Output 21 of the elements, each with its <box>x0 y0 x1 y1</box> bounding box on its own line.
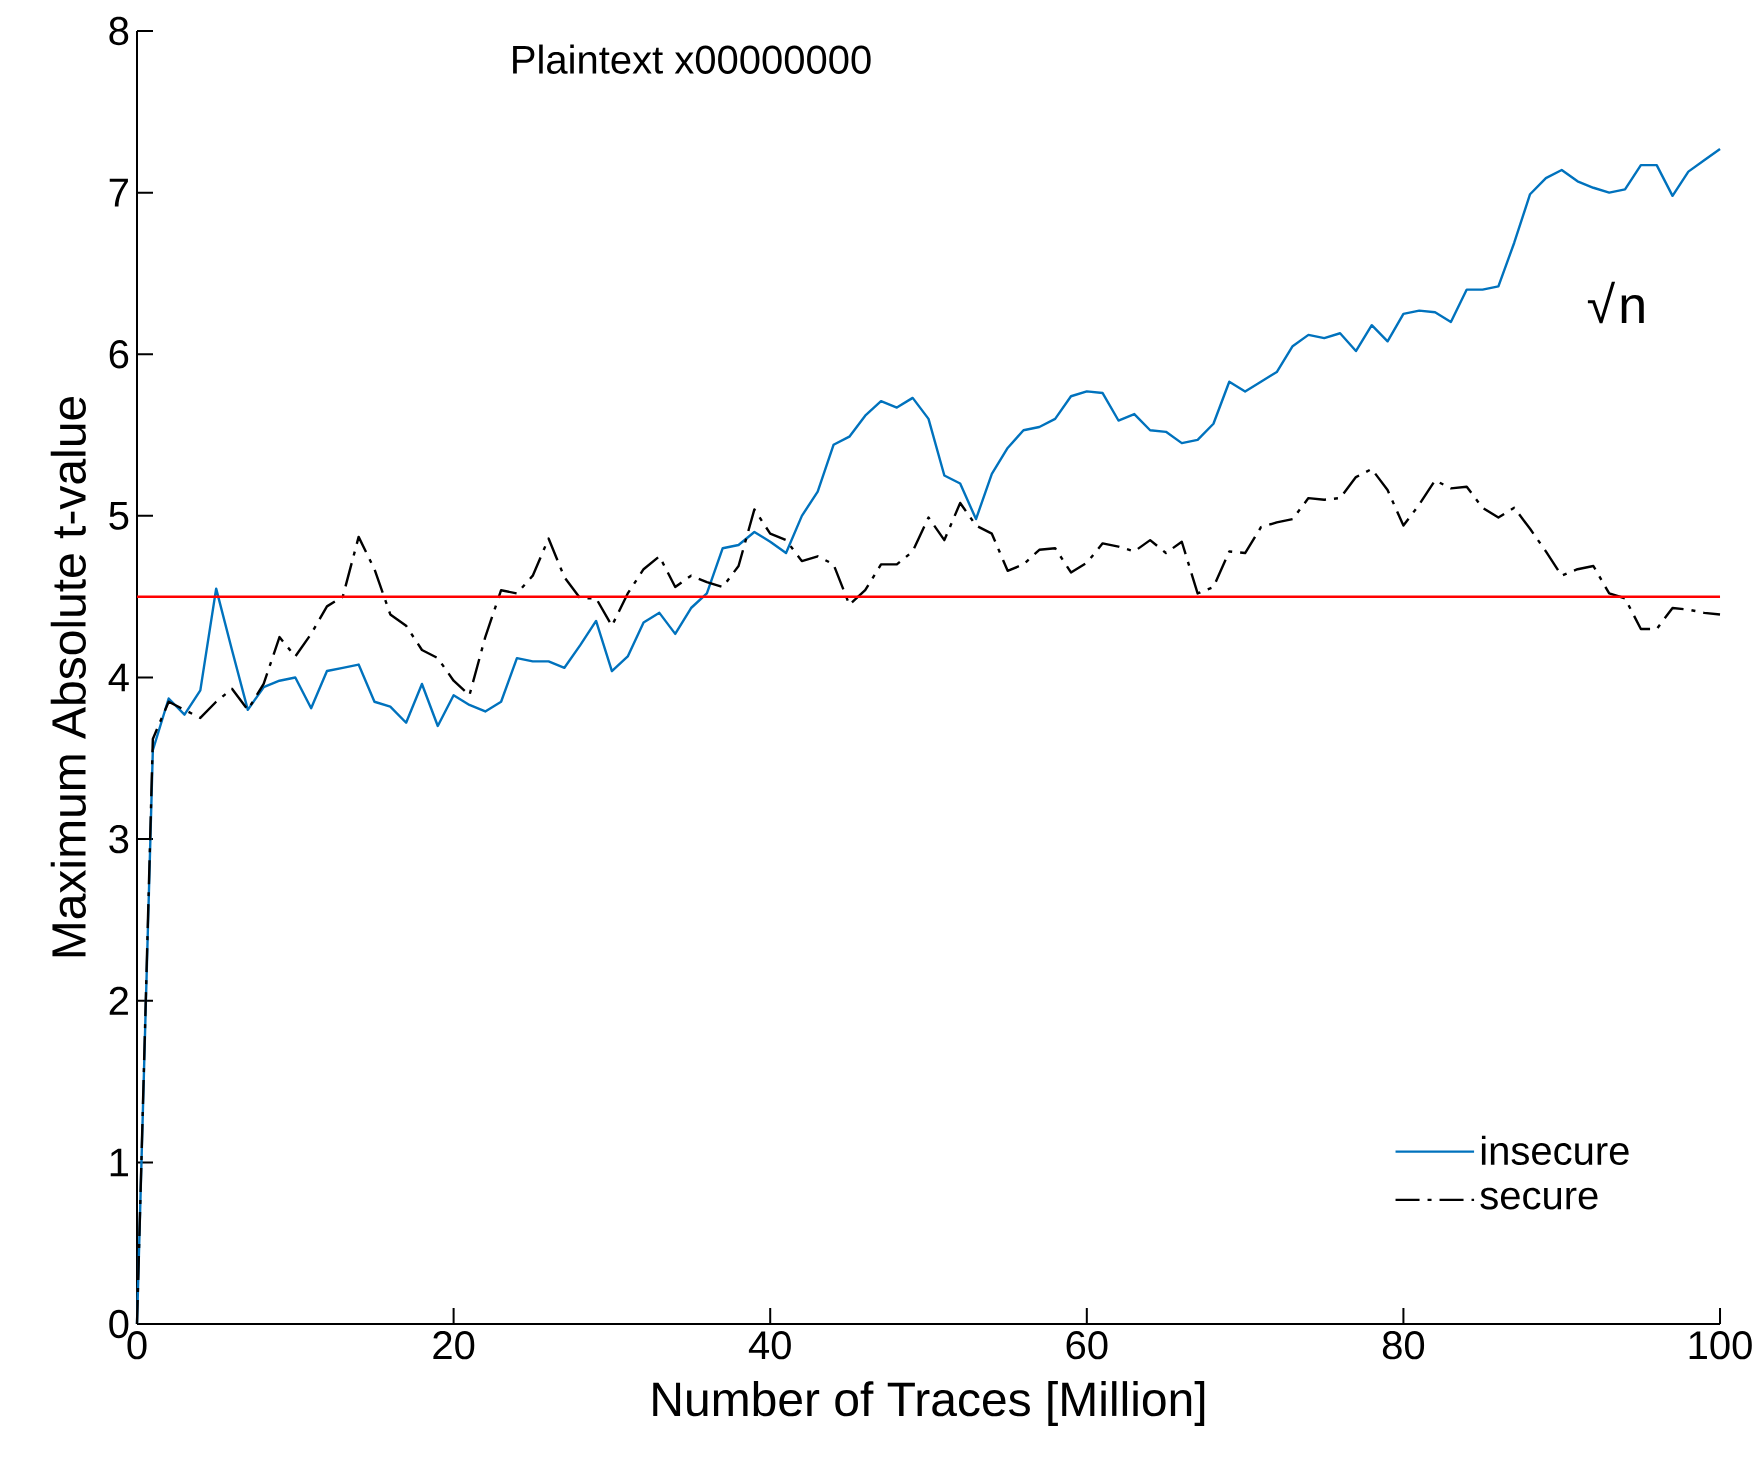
legend-label: insecure <box>1481 1135 1629 1166</box>
legend-label: secure <box>1480 1187 1598 1210</box>
y-tick-label: 3 <box>109 824 129 854</box>
y-tick-label: 8 <box>109 16 129 46</box>
x-tick-label: 60 <box>1066 1331 1108 1360</box>
y-axis-title: Maximum Absolute t-value <box>50 396 86 957</box>
y-tick-label: 7 <box>109 178 128 207</box>
x-tick-label: 40 <box>748 1331 791 1360</box>
y-tick-label: 1 <box>110 1148 128 1177</box>
x-tick-label: 0 <box>127 1331 147 1360</box>
x-tick-label: 80 <box>1382 1331 1425 1360</box>
y-tick-label: 6 <box>109 340 129 369</box>
x-axis-title: Number of Traces [Million] <box>653 1381 1205 1426</box>
x-tick-label: 100 <box>1689 1331 1752 1360</box>
y-tick-label: 5 <box>109 501 129 530</box>
chart-title: Plaintext x00000000 <box>513 44 871 74</box>
annotation: √n <box>1587 281 1644 324</box>
y-tick-label: 2 <box>109 986 128 1015</box>
y-tick-label: 4 <box>108 663 129 692</box>
x-tick-label: 20 <box>433 1331 475 1360</box>
y-tick-label: 0 <box>109 1309 129 1339</box>
